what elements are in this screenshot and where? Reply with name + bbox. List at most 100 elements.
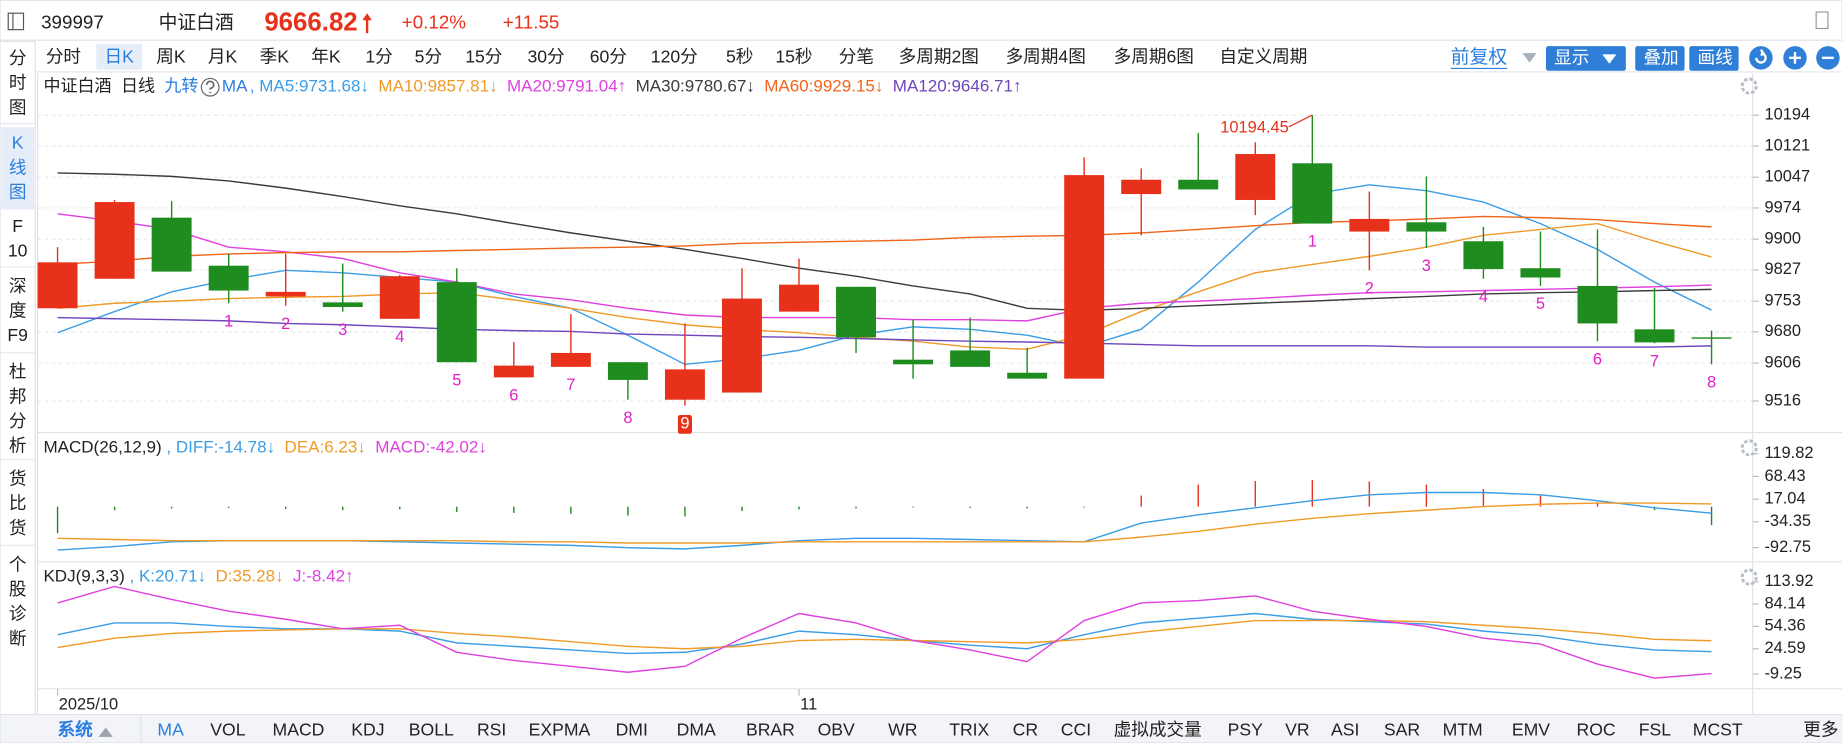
indicator-tab[interactable]: VR <box>1285 720 1309 740</box>
indicator-tab[interactable]: MTM <box>1443 720 1483 740</box>
candle-body <box>379 276 420 319</box>
indicator-tab[interactable]: 系统 <box>58 720 94 740</box>
indicator-tab[interactable]: RSI <box>477 720 506 740</box>
candle-body <box>721 298 762 393</box>
indicator-tab[interactable]: WR <box>888 720 917 740</box>
panel-settings-icon[interactable] <box>1740 77 1758 95</box>
candle-body <box>1577 285 1618 324</box>
td-count: 7 <box>566 376 575 394</box>
period-tab[interactable]: 60分 <box>590 46 627 66</box>
period-tab[interactable]: 15分 <box>465 46 502 66</box>
x-tick-label: 2025/10 <box>59 695 118 713</box>
indicator-tab[interactable]: DMA <box>677 720 716 740</box>
ma-line <box>57 184 1712 366</box>
dropdown-triangle <box>1522 53 1537 63</box>
side-tab[interactable]: 个股诊断 <box>9 554 27 648</box>
y-tick-label: 10047 <box>1764 168 1810 186</box>
period-tab[interactable]: 多周期6图 <box>1114 46 1194 66</box>
toolbar-button-label[interactable]: 画线 <box>1698 48 1733 68</box>
indicator-tab[interactable]: VOL <box>210 720 245 740</box>
indicator-tab[interactable]: ASI <box>1331 720 1359 740</box>
period-tab[interactable]: 年K <box>311 46 341 66</box>
period-tab[interactable]: 分时 <box>46 46 81 66</box>
indicator-line <box>57 502 1712 544</box>
indicator-tab[interactable]: FSL <box>1639 720 1672 740</box>
period-tab[interactable]: 5分 <box>415 46 442 66</box>
period-tab[interactable]: 15秒 <box>775 46 812 66</box>
toolbar-button[interactable] <box>1545 46 1626 71</box>
td-count: 1 <box>1308 233 1317 251</box>
side-tab[interactable]: 深度 F9 <box>7 276 28 345</box>
help-icon[interactable] <box>200 77 220 97</box>
period-tab[interactable]: 5秒 <box>726 46 753 66</box>
toolbar-button-label[interactable]: 叠加 <box>1643 48 1678 68</box>
candle-body <box>779 284 819 312</box>
side-tab[interactable]: 杜邦分析 <box>9 361 27 455</box>
ma-line <box>57 316 1712 348</box>
period-tab[interactable]: 周K <box>156 46 186 66</box>
legend-histogram: MACD:-42.02↓ <box>375 437 487 456</box>
legend-series: MA20:9791.04↑ <box>507 77 626 96</box>
indicator-tab[interactable]: SAR <box>1384 720 1420 740</box>
toolbar-button[interactable] <box>1689 46 1739 71</box>
period-tab[interactable]: 月K <box>208 46 238 66</box>
side-tab[interactable]: 货比货 <box>9 468 27 537</box>
period-tab[interactable]: 120分 <box>651 46 698 66</box>
td-count: 3 <box>338 321 347 339</box>
td-count: 4 <box>395 328 404 346</box>
td-count: 5 <box>452 371 461 389</box>
indicator-line <box>57 619 1712 650</box>
side-tab[interactable]: F 10 <box>8 216 28 261</box>
indicator-tab[interactable]: BRAR <box>746 720 795 740</box>
indicator-tab[interactable]: 虚拟成交量 <box>1114 720 1202 740</box>
period-tab[interactable]: 季K <box>260 46 290 66</box>
high-annotation: 10194.45 <box>1220 118 1289 136</box>
y-tick-label: 9753 <box>1764 291 1801 309</box>
indicator-tab[interactable]: MCST <box>1693 720 1743 740</box>
period-tab[interactable]: 30分 <box>527 46 564 66</box>
side-tab[interactable]: K 线图 <box>9 132 27 201</box>
panel-settings-icon[interactable] <box>1740 568 1758 586</box>
indicator-tab[interactable]: DMI <box>616 720 648 740</box>
indicator-tab[interactable]: EXPMA <box>529 720 591 740</box>
td-count: 8 <box>1707 373 1716 391</box>
indicator-tab[interactable]: MACD <box>273 720 325 740</box>
window-icon[interactable] <box>7 12 25 31</box>
period-tab[interactable]: 分笔 <box>839 46 874 66</box>
indicator-tab[interactable]: ROC <box>1577 720 1616 740</box>
indicator-tab[interactable]: CR <box>1013 720 1038 740</box>
indicator-tab[interactable]: KDJ <box>351 720 384 740</box>
price-up-arrow <box>362 13 372 34</box>
ma-line <box>57 213 1712 322</box>
round-icon-button[interactable] <box>1749 46 1773 70</box>
period-tab[interactable]: 日K <box>105 46 135 66</box>
period-tab[interactable]: 多周期2图 <box>899 46 979 66</box>
side-tab[interactable]: 分时图 <box>9 48 27 117</box>
indicator-tab[interactable]: OBV <box>818 720 855 740</box>
corner-icon[interactable] <box>1815 11 1829 30</box>
y-tick-label: 68.43 <box>1764 467 1805 485</box>
toolbar-button[interactable] <box>1635 46 1685 71</box>
indicator-tab[interactable]: EMV <box>1512 720 1550 740</box>
candle-body <box>1634 329 1675 343</box>
period-tab[interactable]: 多周期4图 <box>1006 46 1086 66</box>
td-count: 5 <box>1536 295 1545 313</box>
toolbar-button-label[interactable]: 显示 <box>1554 48 1589 68</box>
indicator-tab[interactable]: MA <box>157 720 184 740</box>
candle-body <box>1349 218 1390 232</box>
candle-body <box>436 282 477 363</box>
indicator-tab[interactable]: BOLL <box>409 720 454 740</box>
adjust-selector[interactable]: 前复权 <box>1451 46 1508 67</box>
legend-series: , K:20.71↓ <box>129 567 206 586</box>
indicator-tab[interactable]: CCI <box>1061 720 1091 740</box>
indicator-tab[interactable]: PSY <box>1228 720 1263 740</box>
td-count: 8 <box>623 409 632 427</box>
indicator-tab[interactable]: TRIX <box>949 720 989 740</box>
panel-settings-icon[interactable] <box>1740 439 1758 457</box>
period-tab[interactable]: 自定义周期 <box>1219 46 1307 66</box>
indicator-tab[interactable]: 更多 <box>1803 720 1838 740</box>
period-tab-bg <box>96 43 143 70</box>
period-tab[interactable]: 1分 <box>365 46 392 66</box>
